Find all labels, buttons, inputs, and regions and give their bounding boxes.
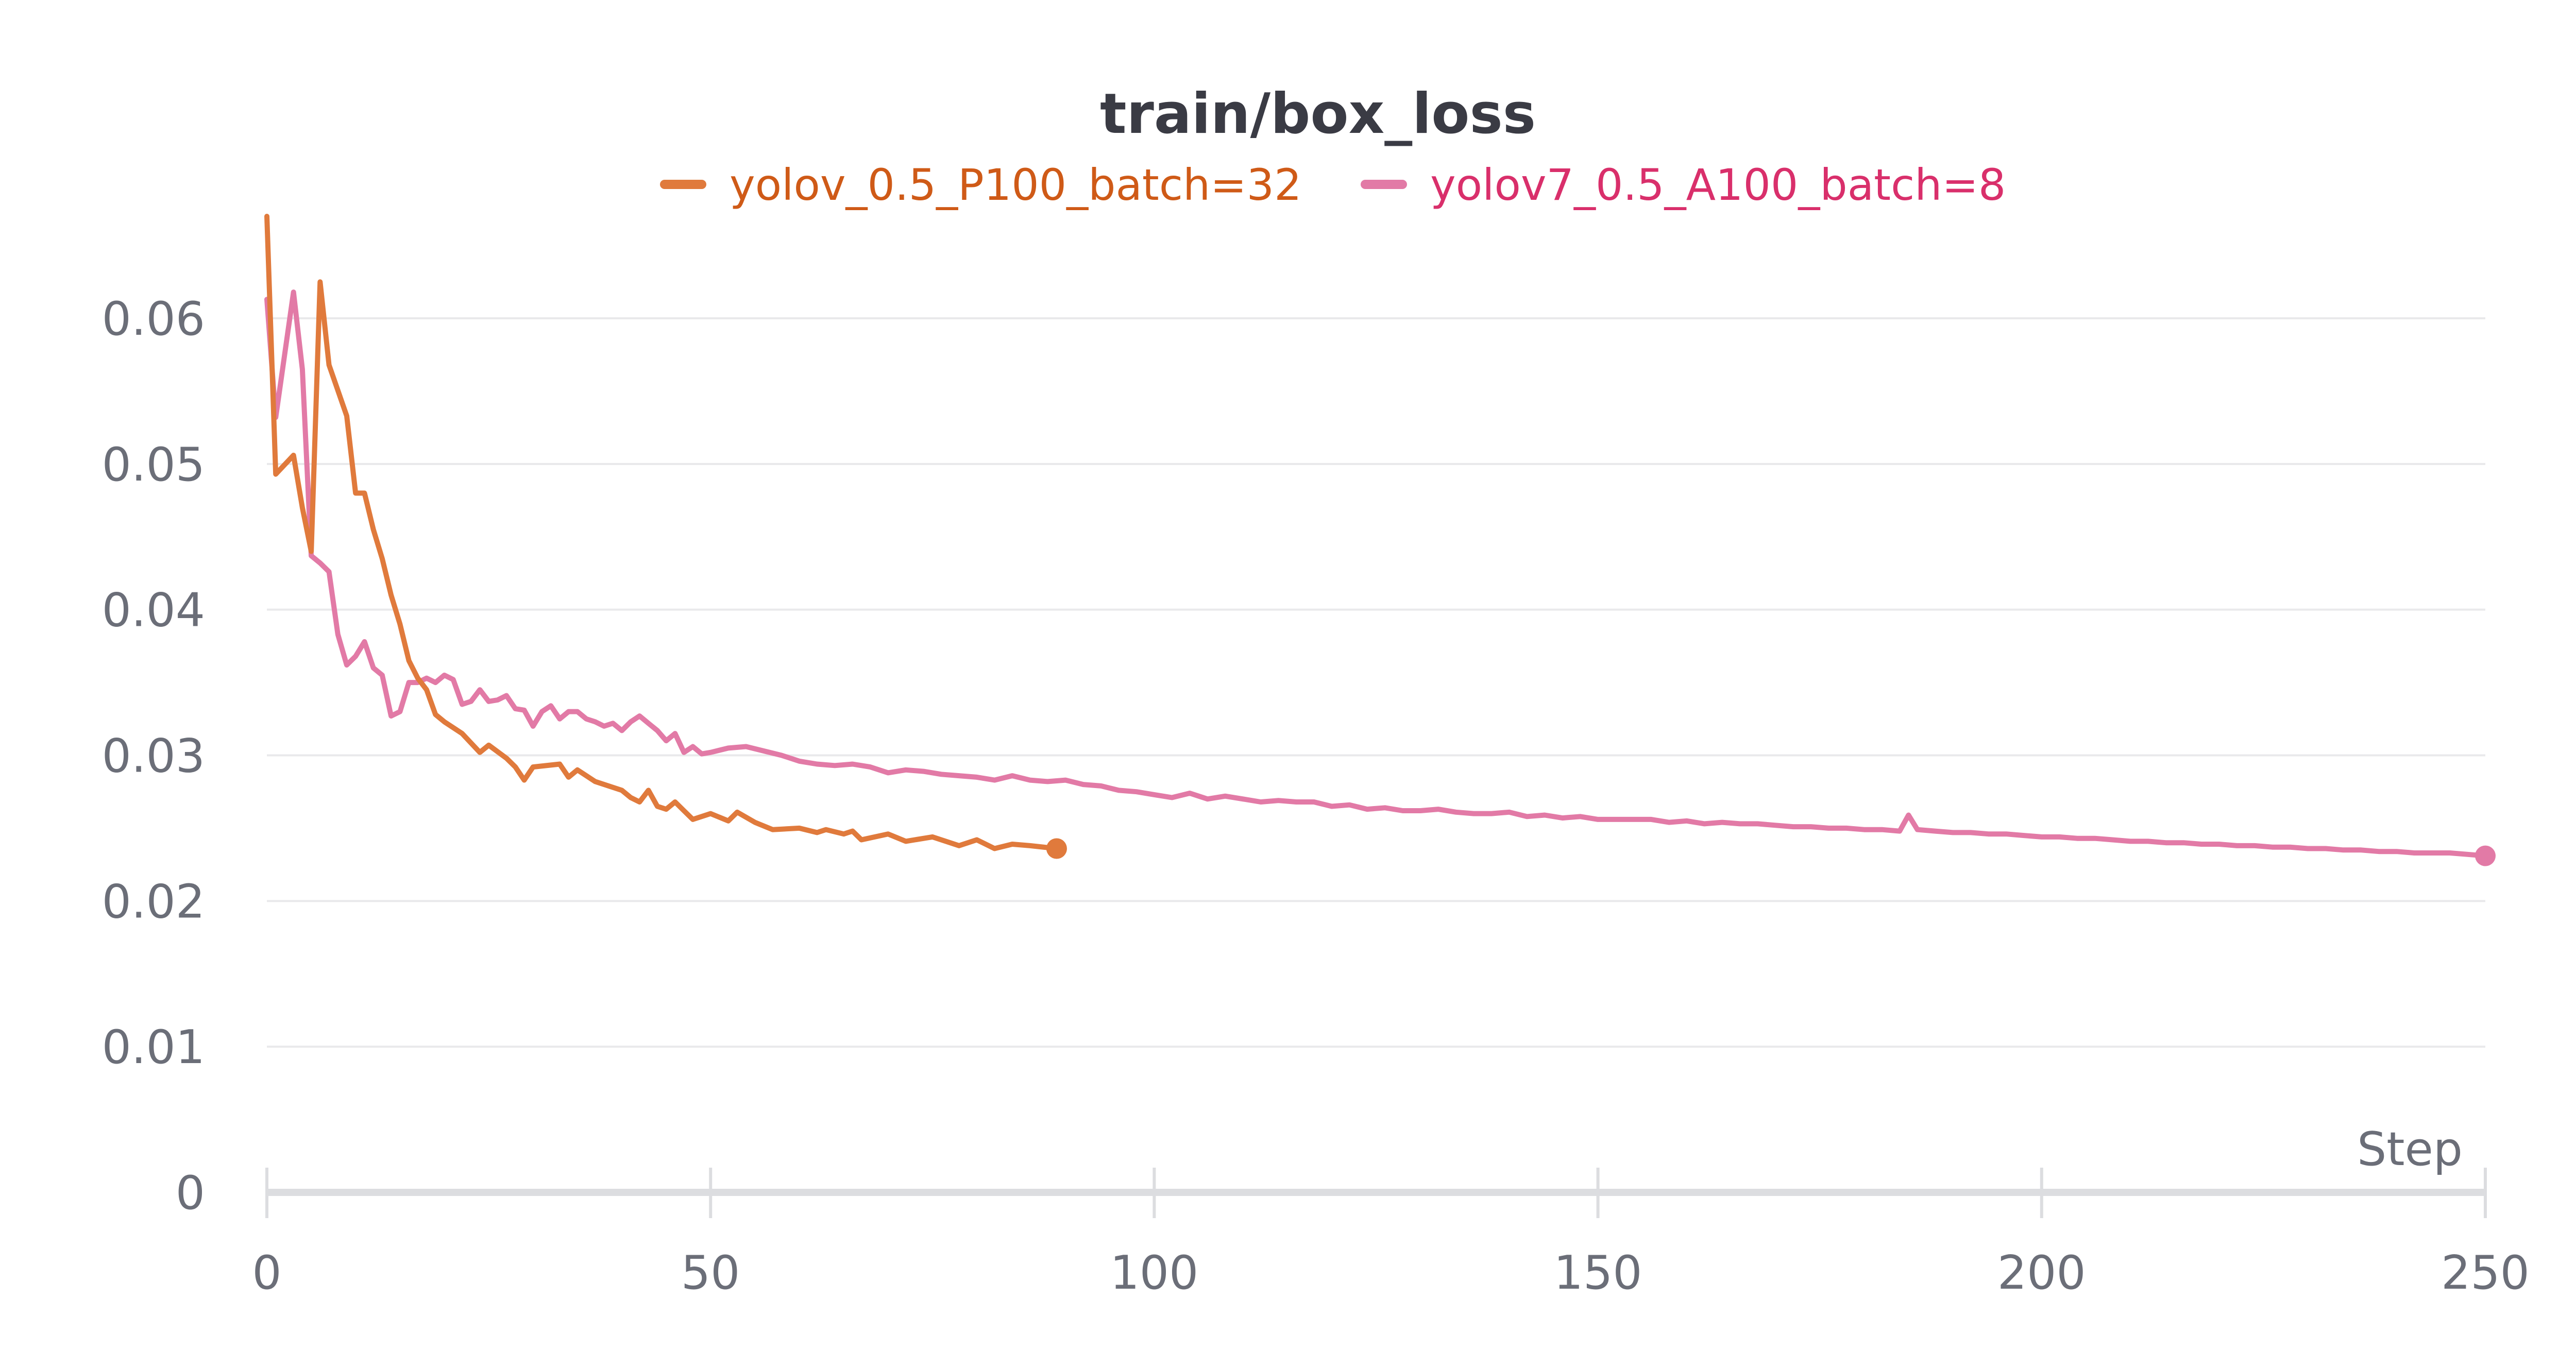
series-line: [264, 289, 2488, 859]
y-tick-label: 0.06: [102, 292, 205, 346]
series-line: [264, 214, 1059, 851]
y-tick-label: 0: [176, 1166, 205, 1220]
y-tick-label: 0.04: [102, 584, 205, 638]
legend-label: yolov7_0.5_A100_batch=8: [1430, 160, 2006, 210]
x-tick-label: 150: [1554, 1246, 1642, 1300]
legend-item: yolov_0.5_P100_batch=32: [660, 160, 1302, 210]
x-tick-label: 50: [681, 1246, 740, 1300]
x-axis-label: Step: [2357, 1122, 2463, 1176]
legend: yolov_0.5_P100_batch=32 yolov7_0.5_A100_b…: [660, 160, 2006, 210]
y-axis-ticks: 0 0.01 0.02 0.03 0.04 0.05 0.06: [102, 292, 205, 1220]
series-end-point: [1046, 838, 1067, 859]
x-tick-label: 250: [2441, 1246, 2530, 1300]
y-tick-label: 0.01: [102, 1020, 205, 1074]
legend-item: yolov7_0.5_A100_batch=8: [1361, 160, 2006, 210]
y-tick-label: 0.02: [102, 875, 205, 929]
x-tick-label: 100: [1110, 1246, 1199, 1300]
series-lines: [264, 214, 2496, 866]
x-tick-label: 200: [1997, 1246, 2086, 1300]
series-end-point: [2475, 845, 2496, 866]
x-axis: 0 50 100 150 200 250: [252, 1168, 2530, 1300]
y-tick-label: 0.03: [102, 729, 205, 783]
legend-label: yolov_0.5_P100_batch=32: [730, 160, 1302, 210]
x-tick-label: 0: [252, 1246, 281, 1300]
y-tick-label: 0.05: [102, 438, 205, 492]
chart-title: train/box_loss: [1100, 82, 1536, 146]
grid-lines: [267, 317, 2485, 1048]
